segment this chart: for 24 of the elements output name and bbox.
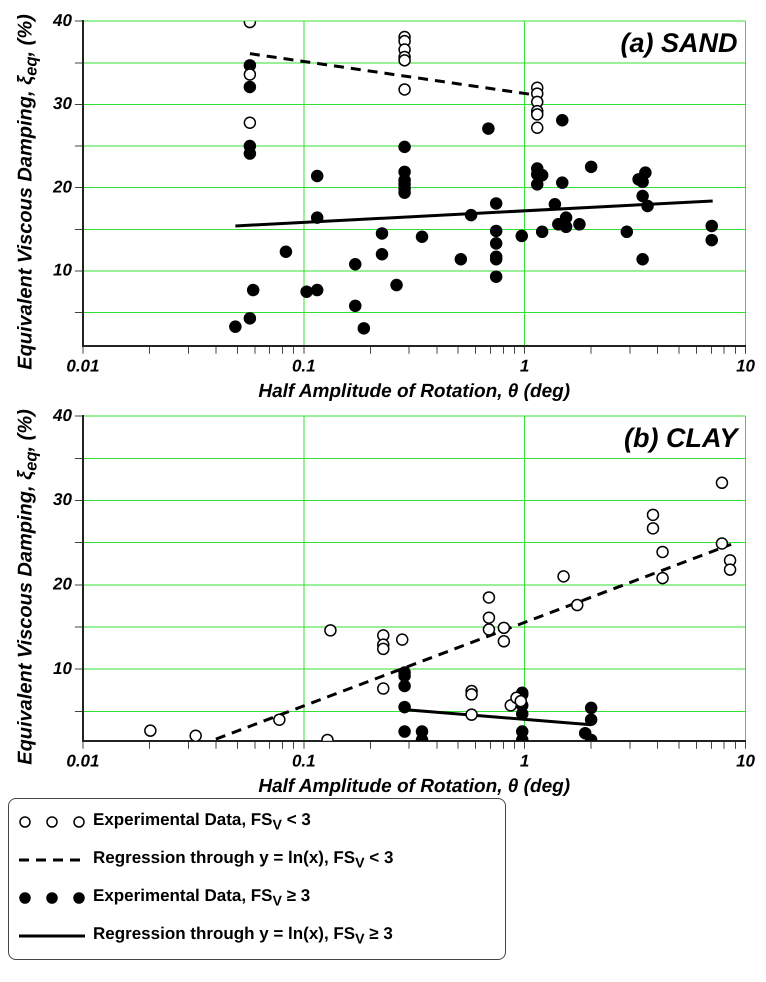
x-tick-label: 0.1	[292, 752, 316, 771]
y-tick-label: 10	[52, 260, 72, 280]
y-tick-label: 40	[52, 10, 72, 30]
y-tick-label: 20	[52, 574, 72, 594]
y-tick-label: 40	[52, 406, 72, 425]
x-tick-label: 10	[736, 752, 756, 771]
legend-label: Experimental Data, FS$_{V}$ ≥ 3	[93, 886, 310, 910]
legend-label: Regression through y = ln(x), FS$_{V}$ < 3	[93, 848, 394, 872]
y-tick-label: 30	[52, 490, 72, 510]
x-tick-label: 1	[520, 356, 530, 376]
x-axis-title: Half Amplitude of Rotation, θ (deg)	[258, 380, 570, 402]
annotation: (a) SAND	[620, 28, 738, 58]
x-tick-label: 0.01	[66, 752, 100, 771]
y-tick-label: 10	[52, 658, 72, 678]
y-tick-label: 30	[52, 94, 72, 114]
x-tick-label: 0.1	[292, 356, 316, 376]
legend-label: Regression through y = ln(x), FS$_{V}$ ≥ 3	[93, 924, 393, 948]
x-tick-label: 0.01	[66, 356, 100, 376]
x-tick-label: 10	[736, 356, 756, 376]
legend-label: Experimental Data, FS$_{V}$ < 3	[93, 810, 311, 834]
y-tick-label: 20	[52, 177, 72, 196]
x-tick-label: 1	[520, 752, 530, 771]
annotation: (b) CLAY	[624, 423, 741, 454]
x-axis-title: Half Amplitude of Rotation, θ (deg)	[258, 776, 570, 797]
